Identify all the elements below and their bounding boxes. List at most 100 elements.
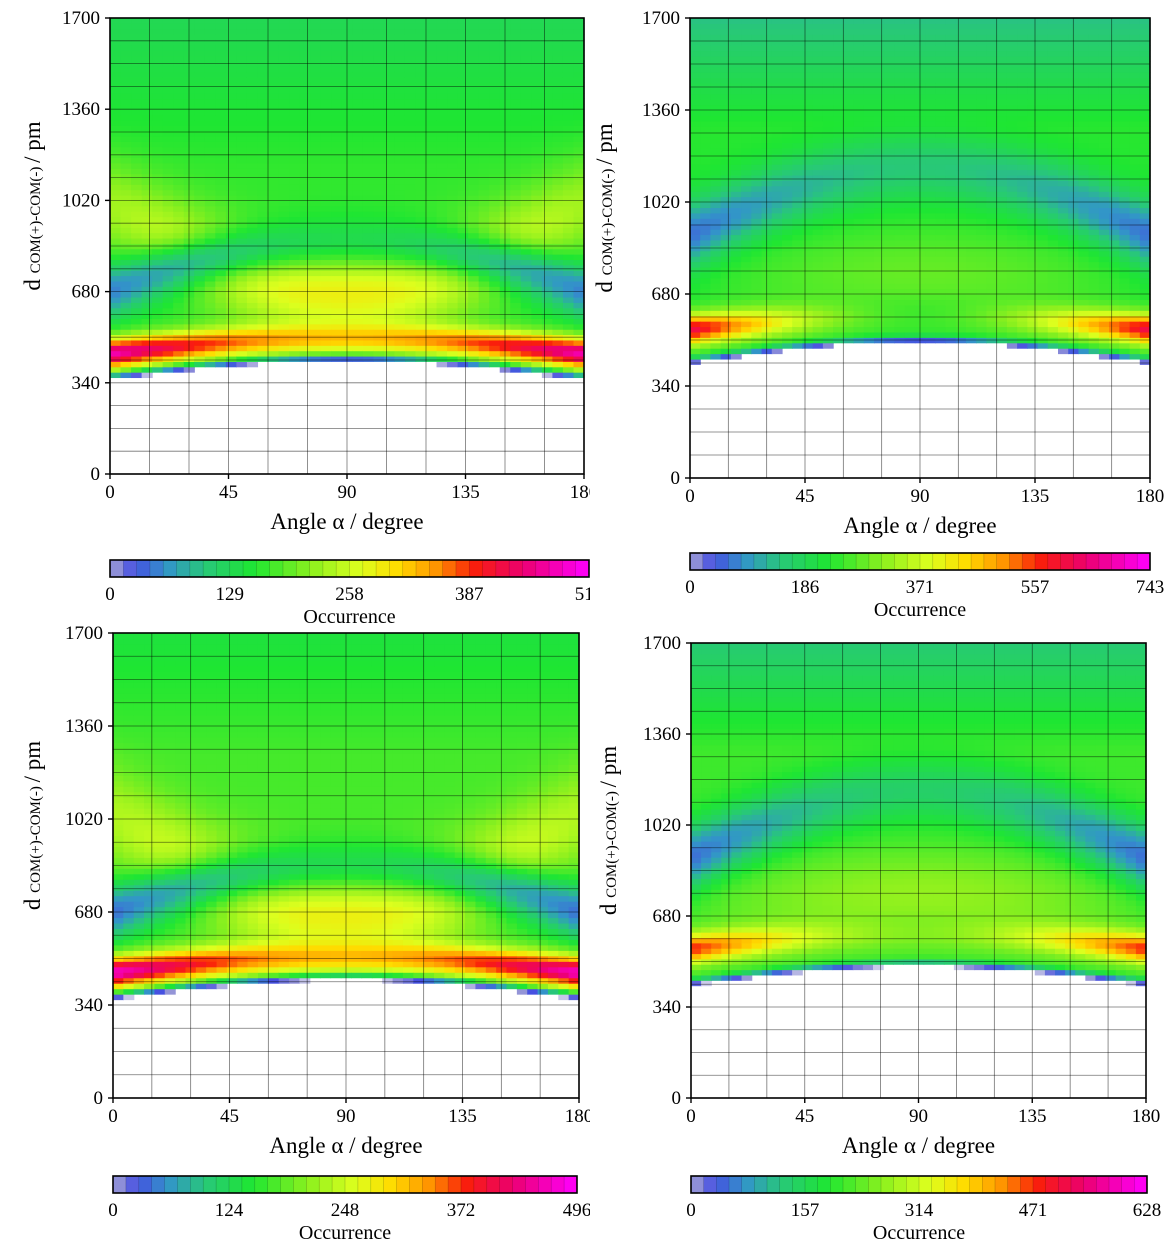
heatmap-cell [884, 126, 895, 132]
heatmap-cell [437, 200, 448, 206]
heatmap-cell [690, 142, 701, 148]
heatmap-cell [833, 115, 844, 121]
heatmap-cell [415, 131, 426, 137]
heatmap-cell [864, 126, 875, 132]
heatmap-cell [310, 66, 321, 72]
heatmap-cell [563, 45, 574, 51]
heatmap-cell [884, 278, 895, 284]
heatmap-cell [215, 211, 226, 217]
heatmap-cell [268, 72, 279, 78]
heatmap-cell [268, 227, 279, 233]
heatmap-cell [751, 34, 762, 40]
heatmap-cell [415, 259, 426, 265]
heatmap-cell [247, 163, 258, 169]
heatmap-cell [563, 200, 574, 206]
heatmap-cell [110, 45, 121, 51]
heatmap-cell [552, 18, 563, 24]
heatmap-cell [131, 340, 142, 346]
heatmap-cell [874, 262, 885, 268]
heatmap-cell [731, 262, 742, 268]
heatmap-cell [479, 238, 490, 244]
heatmap-cell [268, 184, 279, 190]
heatmap-cell [741, 321, 752, 327]
heatmap-cell [363, 136, 374, 142]
heatmap-cell [352, 174, 363, 180]
heatmap-cell [700, 343, 711, 349]
heatmap-cell [510, 276, 521, 282]
heatmap-cell [925, 175, 936, 181]
heatmap-cell [894, 218, 905, 224]
heatmap-cell [813, 170, 824, 176]
heatmap-cell [573, 39, 584, 45]
heatmap-cell [700, 218, 711, 224]
heatmap-cell [563, 98, 574, 104]
heatmap-cell [864, 267, 875, 273]
heatmap-cell [279, 168, 290, 174]
heatmap-cell [110, 302, 121, 308]
heatmap-cell [384, 141, 395, 147]
heatmap-cell [205, 131, 216, 137]
heatmap-cell [142, 39, 153, 45]
heatmap-cell [489, 351, 500, 357]
heatmap-cell [257, 125, 268, 131]
heatmap-cell [997, 78, 1008, 84]
heatmap-cell [782, 148, 793, 154]
heatmap-cell [152, 340, 163, 346]
heatmap-cell [331, 34, 342, 40]
heatmap-cell [925, 40, 936, 46]
heatmap-cell [521, 109, 532, 115]
heatmap-cell [352, 356, 363, 362]
heatmap-cell [542, 56, 553, 62]
heatmap-cell [782, 175, 793, 181]
heatmap-cell [152, 313, 163, 319]
heatmap-cell [552, 345, 563, 351]
heatmap-cell [542, 72, 553, 78]
heatmap-cell [521, 179, 532, 185]
heatmap-cell [772, 175, 783, 181]
heatmap-cell [542, 302, 553, 308]
heatmap-cell [510, 125, 521, 131]
heatmap-cell [700, 132, 711, 138]
heatmap-cell [976, 83, 987, 89]
heatmap-cell [257, 222, 268, 228]
heatmap-cell [782, 99, 793, 105]
heatmap-cell [458, 227, 469, 233]
heatmap-cell [521, 147, 532, 153]
heatmap-cell [415, 227, 426, 233]
heatmap-cell [531, 50, 542, 56]
heatmap-cell [905, 142, 916, 148]
heatmap-cell [152, 190, 163, 196]
heatmap-cell [986, 115, 997, 121]
heatmap-cell [173, 276, 184, 282]
heatmap-cell [782, 251, 793, 257]
heatmap-cell [966, 148, 977, 154]
heatmap-cell [458, 141, 469, 147]
heatmap-cell [300, 131, 311, 137]
heatmap-cell [894, 99, 905, 105]
heatmap-cell [956, 283, 967, 289]
heatmap-cell [510, 227, 521, 233]
heatmap-cell [310, 313, 321, 319]
heatmap-cell [854, 262, 865, 268]
heatmap-cell [946, 207, 957, 213]
heatmap-cell [563, 157, 574, 163]
heatmap-cell [131, 45, 142, 51]
heatmap-cell [300, 265, 311, 271]
heatmap-cell [142, 200, 153, 206]
heatmap-cell [163, 168, 174, 174]
heatmap-cell [405, 302, 416, 308]
heatmap-cell [163, 249, 174, 255]
heatmap-cell [772, 272, 783, 278]
heatmap-cell [405, 56, 416, 62]
heatmap-cell [976, 186, 987, 192]
heatmap-cell [426, 340, 437, 346]
heatmap-cell [690, 283, 701, 289]
heatmap-cell [205, 120, 216, 126]
heatmap-cell [573, 136, 584, 142]
heatmap-cell [772, 294, 783, 300]
heatmap-cell [142, 340, 153, 346]
heatmap-cell [802, 126, 813, 132]
heatmap-cell [833, 94, 844, 100]
heatmap-cell [268, 82, 279, 88]
heatmap-cell [194, 179, 205, 185]
